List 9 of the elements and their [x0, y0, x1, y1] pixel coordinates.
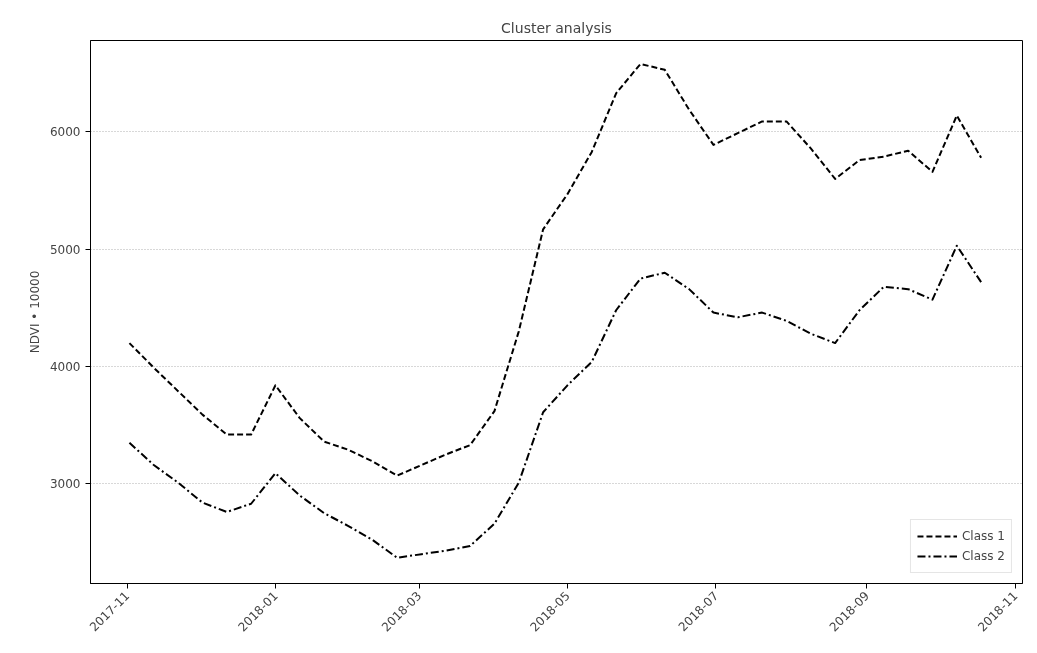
line-series [128, 62, 983, 477]
y-tick-label: 5000 [49, 242, 81, 257]
y-axis-title: NDVI • 10000 [27, 270, 42, 354]
y-tick-label: 6000 [49, 125, 81, 140]
y-tick-label: 3000 [49, 477, 81, 492]
legend-label: Class 1 [961, 529, 1005, 543]
legend-label: Class 2 [961, 549, 1005, 563]
y-tick-label: 4000 [49, 360, 81, 375]
chart-title: Cluster analysis [501, 19, 612, 36]
